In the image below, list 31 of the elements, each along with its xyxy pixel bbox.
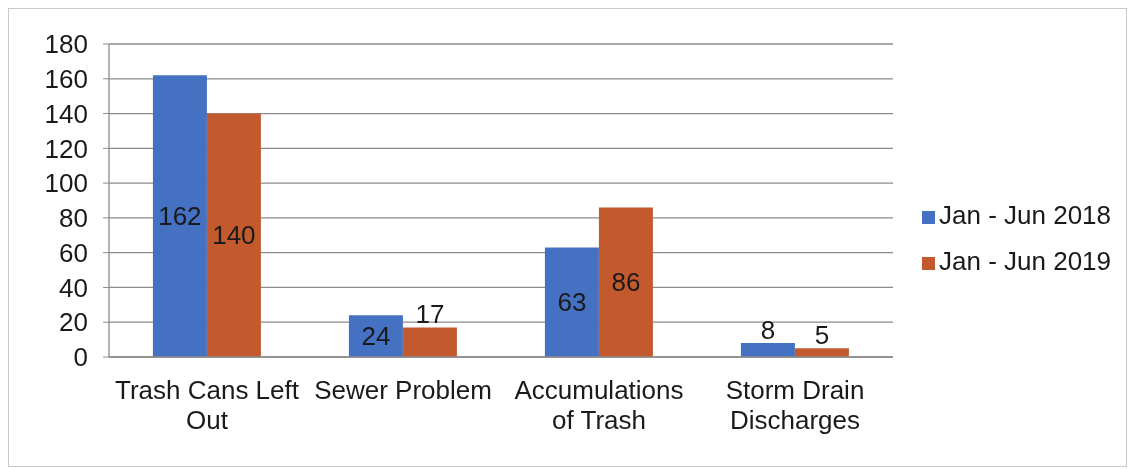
data-label: 8 <box>760 315 776 346</box>
data-label: 140 <box>212 220 256 251</box>
x-tick-label: Sewer Problem <box>314 375 492 405</box>
y-tick-label: 40 <box>59 272 88 303</box>
x-tick-label: Accumulations of Trash <box>514 375 684 435</box>
data-label: 63 <box>557 287 587 318</box>
y-tick-label: 120 <box>44 133 88 164</box>
y-tick-label: 180 <box>44 29 88 60</box>
data-label: 5 <box>814 320 830 351</box>
y-tick-label: 60 <box>59 237 88 268</box>
bar <box>152 75 207 357</box>
legend-label: Jan - Jun 2018 <box>939 200 1112 230</box>
y-tick-label: 0 <box>73 342 88 373</box>
bar <box>794 348 849 357</box>
bar <box>206 113 261 357</box>
y-tick-label: 80 <box>59 203 88 234</box>
y-tick-label: 140 <box>44 98 88 129</box>
data-label: 86 <box>611 267 641 298</box>
bar <box>544 247 599 357</box>
data-label: 162 <box>158 201 202 232</box>
bar <box>740 343 795 357</box>
y-tick-label: 160 <box>44 64 88 95</box>
data-label: 24 <box>361 321 391 352</box>
x-tick-label: Storm Drain Discharges <box>725 375 865 435</box>
legend-label: Jan - Jun 2019 <box>939 246 1112 276</box>
bar <box>598 207 653 357</box>
x-tick-label: Trash Cans Left Out <box>114 375 300 435</box>
data-label: 17 <box>415 299 445 330</box>
y-tick-label: 20 <box>59 307 88 338</box>
y-tick-label: 100 <box>44 168 88 199</box>
bar <box>402 327 457 357</box>
